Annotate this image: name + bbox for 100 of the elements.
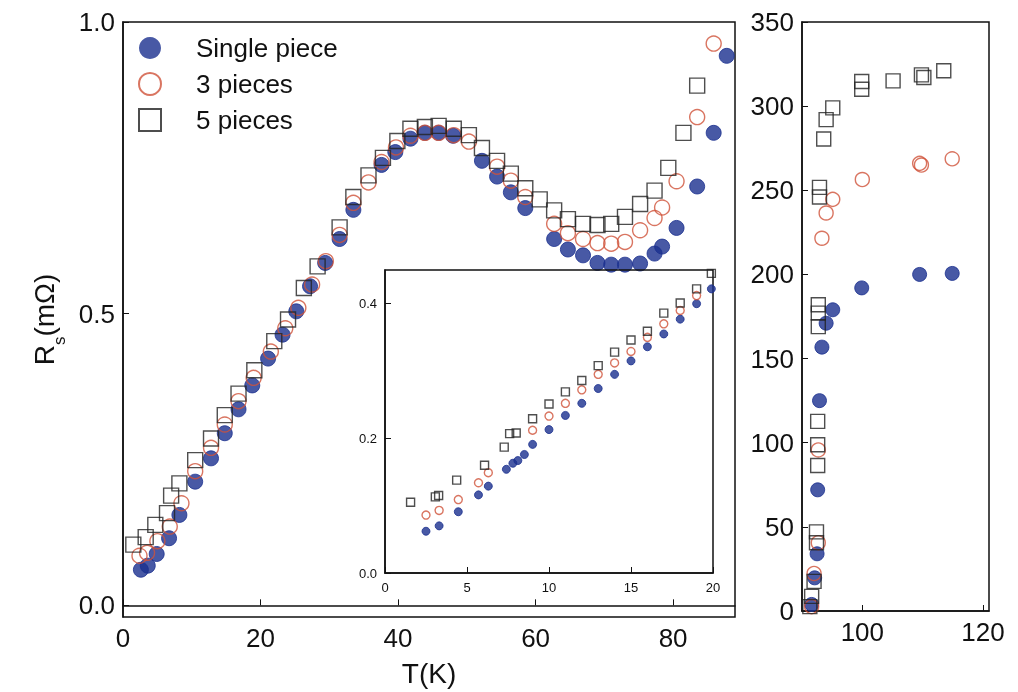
point bbox=[483, 481, 493, 491]
point bbox=[668, 219, 685, 236]
point bbox=[718, 47, 735, 64]
point bbox=[854, 280, 870, 296]
y-axis-title: Rs(mΩ) bbox=[29, 273, 69, 366]
legend-label: 5 pieces bbox=[196, 105, 293, 135]
point bbox=[692, 299, 702, 309]
point bbox=[360, 174, 377, 191]
point bbox=[806, 573, 822, 590]
point bbox=[659, 329, 669, 339]
point bbox=[187, 473, 204, 490]
point bbox=[416, 118, 434, 136]
point bbox=[675, 305, 685, 316]
point bbox=[517, 180, 534, 197]
point bbox=[230, 392, 247, 410]
point bbox=[545, 215, 563, 233]
point bbox=[246, 362, 263, 379]
point bbox=[944, 265, 960, 281]
point bbox=[603, 235, 620, 252]
point bbox=[689, 178, 706, 195]
point bbox=[519, 450, 529, 459]
point bbox=[668, 173, 685, 190]
point bbox=[460, 133, 478, 150]
point bbox=[810, 482, 826, 498]
point bbox=[162, 487, 180, 504]
point bbox=[499, 442, 509, 452]
point bbox=[405, 497, 416, 507]
point bbox=[203, 450, 220, 467]
point bbox=[810, 297, 826, 313]
point bbox=[593, 369, 603, 380]
point bbox=[502, 172, 520, 189]
point bbox=[230, 385, 247, 402]
point bbox=[460, 126, 478, 144]
point bbox=[202, 439, 220, 457]
x-tick-label: 10 bbox=[541, 580, 557, 595]
point bbox=[559, 224, 577, 242]
point bbox=[589, 254, 606, 271]
point bbox=[577, 385, 587, 395]
point bbox=[616, 208, 634, 226]
point bbox=[810, 305, 826, 321]
point bbox=[675, 124, 692, 142]
y-tick-label: 0.0 bbox=[78, 590, 115, 621]
point bbox=[812, 393, 827, 409]
point bbox=[589, 216, 606, 234]
point bbox=[216, 416, 233, 433]
point bbox=[642, 342, 652, 352]
point bbox=[688, 77, 706, 94]
point bbox=[560, 387, 571, 397]
point bbox=[527, 425, 538, 435]
point bbox=[451, 475, 462, 485]
point bbox=[912, 266, 928, 282]
point bbox=[173, 495, 190, 512]
y-tick-label: 0.5 bbox=[78, 298, 115, 329]
point bbox=[147, 516, 164, 534]
point bbox=[559, 241, 576, 258]
point bbox=[402, 120, 419, 137]
point bbox=[616, 256, 633, 273]
point bbox=[631, 222, 649, 239]
point bbox=[818, 205, 834, 221]
point bbox=[626, 335, 636, 345]
point bbox=[434, 521, 444, 531]
point bbox=[430, 117, 447, 135]
point bbox=[642, 326, 653, 336]
point bbox=[546, 231, 563, 247]
y-tick-label: 50 bbox=[765, 511, 794, 542]
point bbox=[488, 152, 506, 170]
point bbox=[626, 346, 636, 357]
y-tick-label: 0.0 bbox=[358, 565, 377, 581]
x-tick-label: 0 bbox=[381, 580, 389, 595]
point bbox=[560, 410, 570, 420]
y-tick-label: 100 bbox=[750, 427, 794, 458]
point bbox=[125, 536, 142, 553]
point bbox=[517, 200, 534, 217]
point bbox=[610, 369, 620, 379]
point bbox=[473, 152, 490, 169]
point bbox=[626, 356, 636, 366]
x-tick-label: 60 bbox=[521, 623, 551, 653]
point bbox=[331, 226, 348, 244]
point bbox=[631, 195, 649, 213]
point bbox=[453, 507, 463, 517]
point bbox=[675, 298, 685, 308]
point bbox=[691, 284, 702, 294]
x-tick-label: 100 bbox=[840, 617, 885, 647]
point bbox=[158, 504, 176, 522]
point bbox=[803, 588, 820, 605]
point bbox=[345, 188, 362, 206]
point bbox=[560, 398, 571, 409]
y-tick-label: 350 bbox=[750, 7, 794, 37]
point bbox=[309, 258, 326, 275]
point bbox=[528, 439, 538, 449]
point bbox=[374, 149, 392, 167]
point bbox=[810, 442, 826, 458]
x-tick-label: 5 bbox=[463, 580, 471, 595]
point bbox=[660, 159, 677, 177]
point bbox=[577, 398, 587, 408]
point bbox=[504, 428, 515, 439]
point bbox=[814, 230, 830, 246]
point bbox=[809, 437, 826, 453]
point bbox=[575, 247, 592, 264]
point bbox=[544, 411, 554, 421]
